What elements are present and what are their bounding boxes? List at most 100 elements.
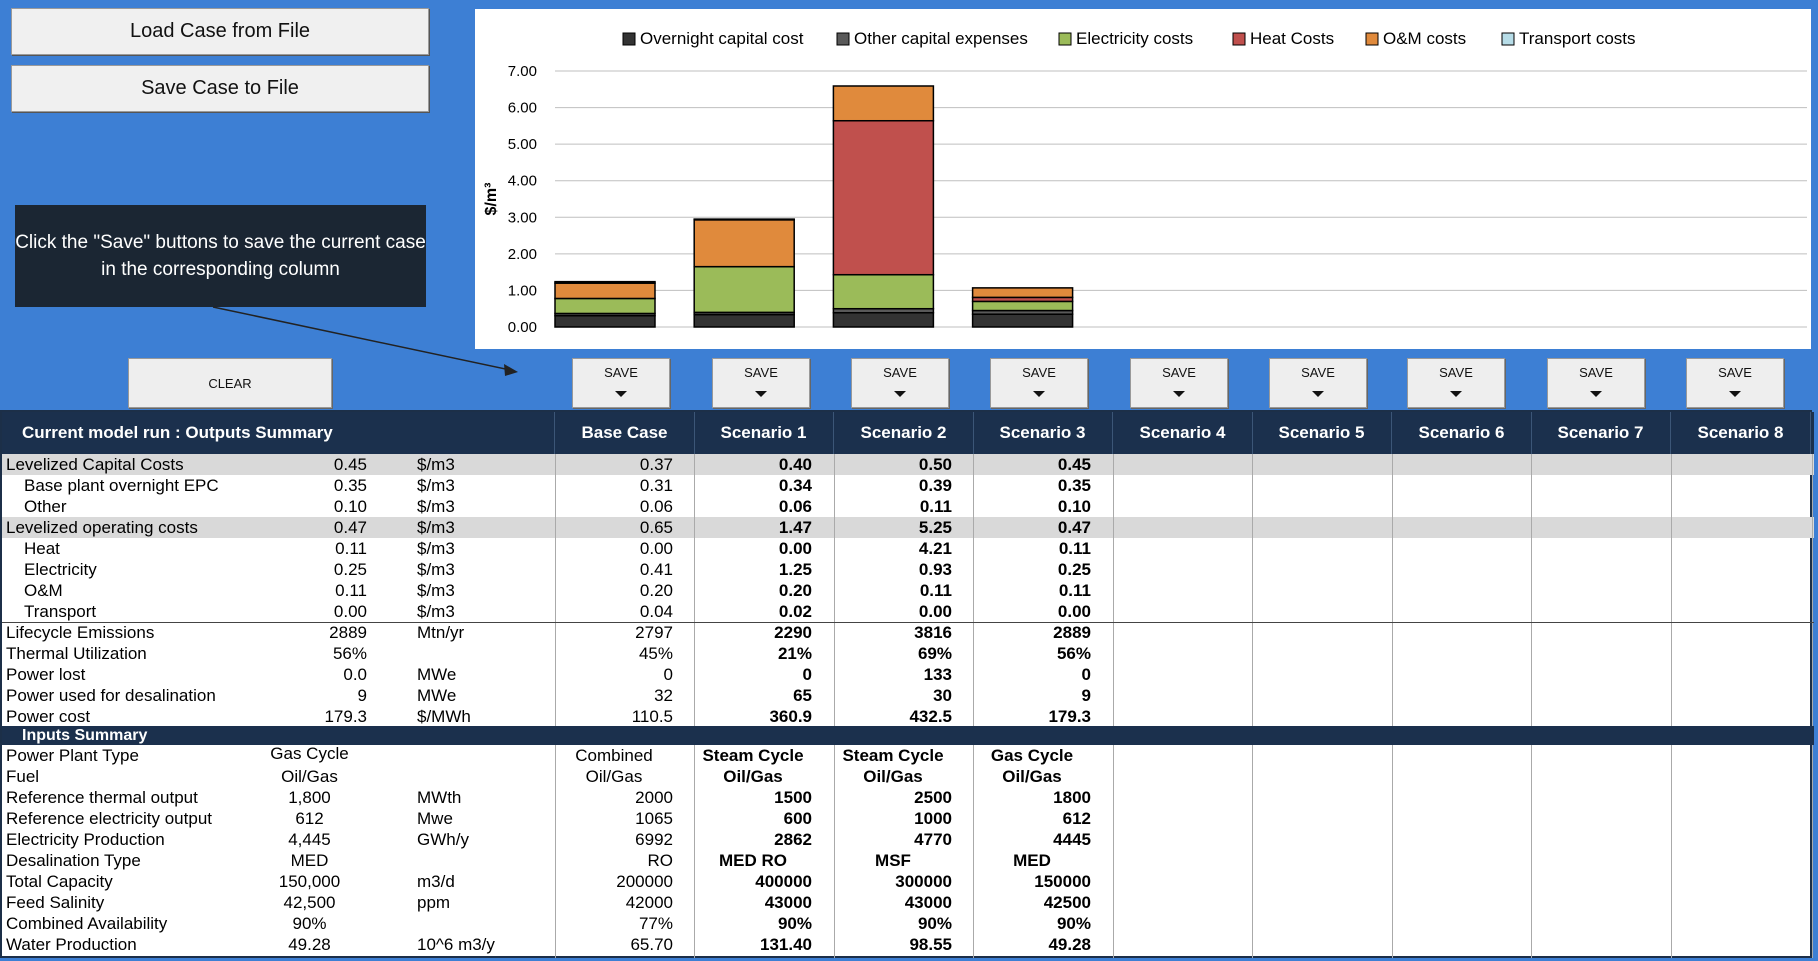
current-value: 42,500: [283, 893, 336, 912]
input-row: Combined Availability 90% 77% 90% 90% 90%: [2, 913, 1814, 934]
scenario-value: RO: [647, 851, 674, 870]
clear-button[interactable]: CLEAR: [128, 358, 332, 408]
current-value: 0.45: [333, 455, 367, 474]
row-label: Feed Salinity: [6, 893, 105, 912]
scenario-value: MED RO: [719, 851, 787, 870]
dropdown-arrow-icon: [894, 391, 906, 397]
y-tick-label: 6.00: [508, 100, 537, 117]
save-scenario-button[interactable]: SAVE: [851, 358, 949, 408]
save-scenario-button[interactable]: SAVE: [1269, 358, 1367, 408]
current-value: 179.3: [324, 707, 367, 726]
column-header: Scenario 4: [1113, 412, 1253, 454]
scenario-value: 0.00: [1057, 602, 1091, 621]
column-header: Scenario 2: [834, 412, 974, 454]
current-value: 1,800: [288, 788, 331, 807]
save-button-label: SAVE: [1022, 365, 1056, 380]
unit-label: Mtn/yr: [417, 623, 465, 642]
unit-label: MWe: [417, 665, 457, 684]
bar-segment: [971, 300, 1074, 312]
scenario-value: 360.9: [769, 707, 812, 726]
scenario-value: 0.11: [919, 581, 952, 600]
scenario-value: 0: [802, 665, 812, 684]
scenario-value: 300000: [895, 872, 952, 891]
scenario-value: 200000: [616, 872, 673, 891]
dropdown-arrow-icon: [615, 391, 627, 397]
save-scenario-button[interactable]: SAVE: [990, 358, 1088, 408]
row-label: Lifecycle Emissions: [6, 623, 155, 642]
column-header: Scenario 5: [1252, 412, 1392, 454]
save-case-button[interactable]: Save Case to File: [11, 65, 429, 112]
y-tick-label: 1.00: [508, 282, 537, 299]
row-label: Levelized operating costs: [6, 518, 198, 537]
legend-swatch: [1365, 32, 1379, 46]
current-value: 0.0: [343, 665, 367, 684]
save-scenario-button[interactable]: SAVE: [1407, 358, 1505, 408]
row-label: Water Production: [6, 935, 137, 954]
unit-label: m3/d: [417, 872, 455, 891]
scenario-value: 90%: [1056, 914, 1091, 933]
output-row: Power lost 0.0 MWe 0 0 133 0: [2, 664, 1814, 685]
current-value: 2889: [329, 623, 367, 642]
save-button-label: SAVE: [1439, 365, 1473, 380]
scenario-value: 45%: [638, 644, 673, 663]
current-value: 0.11: [335, 539, 367, 558]
column-header: Scenario 7: [1531, 412, 1671, 454]
scenario-value: 0.93: [918, 560, 952, 579]
scenario-value: 56%: [1056, 644, 1091, 663]
bar-segment: [554, 297, 656, 315]
row-label: Power used for desalination: [6, 686, 216, 705]
bar-segment: [832, 273, 935, 310]
current-value: MED: [290, 851, 329, 870]
cost-chart: 0.00 1.00 2.00 3.00 4.00 5.00 6.00 7.00 $/m³ Over…: [475, 9, 1811, 349]
bar-segment: [554, 314, 656, 328]
scenario-value: 0.11: [1058, 581, 1091, 600]
legend-label: Overnight capital cost: [640, 29, 804, 48]
scenario-value: 0.06: [778, 497, 812, 516]
legend-swatch: [836, 32, 850, 46]
row-label: Levelized Capital Costs: [6, 455, 184, 474]
scenario-value: 0.11: [1058, 539, 1091, 558]
current-value: 0.35: [333, 476, 367, 495]
save-scenario-button[interactable]: SAVE: [1130, 358, 1228, 408]
scenario-value: Gas Cycle: [990, 746, 1074, 765]
scenario-value: 2500: [914, 788, 952, 807]
current-value: 612: [295, 809, 324, 828]
scenario-value: 0.06: [639, 497, 673, 516]
y-tick-label: 5.00: [508, 136, 537, 153]
dropdown-arrow-icon: [1590, 391, 1602, 397]
scenario-value: 612: [1062, 809, 1091, 828]
scenario-value: Oil/Gas: [1002, 767, 1062, 786]
scenario-value: 0.47: [1057, 518, 1091, 537]
output-row: Power used for desalination 9 MWe 32 65 30 9: [2, 685, 1814, 706]
scenario-value: 0.11: [919, 497, 952, 516]
column-header: Scenario 6: [1392, 412, 1532, 454]
scenario-value: 65: [793, 686, 812, 705]
dropdown-arrow-icon: [1173, 391, 1185, 397]
bar-segment: [971, 313, 1074, 328]
column-divider: [834, 454, 835, 958]
scenario-value: 1500: [774, 788, 812, 807]
column-header: Scenario 1: [694, 412, 834, 454]
row-label: Transport: [24, 602, 97, 621]
y-tick-label: 3.00: [508, 209, 537, 226]
inputs-summary-title: Inputs Summary: [22, 727, 148, 744]
scenario-value: 2000: [635, 788, 673, 807]
unit-label: GWh/y: [417, 830, 469, 849]
scenario-value: 32: [654, 686, 673, 705]
column-divider: [1252, 454, 1253, 958]
save-scenario-button[interactable]: SAVE: [1686, 358, 1784, 408]
unit-label: $/m3: [417, 539, 455, 558]
row-label: Power Plant Type: [6, 746, 139, 765]
current-value: 150,000: [278, 872, 341, 891]
save-button-label: SAVE: [1162, 365, 1196, 380]
load-case-button[interactable]: Load Case from File: [11, 8, 429, 55]
save-scenario-button[interactable]: SAVE: [1547, 358, 1645, 408]
unit-label: $/m3: [417, 455, 455, 474]
save-button-label: SAVE: [883, 365, 917, 380]
input-row: Fuel Oil/Gas Oil/Gas Oil/Gas Oil/Gas Oil/Gas: [2, 766, 1814, 787]
save-scenario-button[interactable]: SAVE: [712, 358, 810, 408]
scenario-value: 49.28: [1048, 935, 1091, 954]
current-value: 90%: [292, 914, 327, 933]
scenario-value: 0.02: [778, 602, 812, 621]
save-scenario-button[interactable]: SAVE: [572, 358, 670, 408]
